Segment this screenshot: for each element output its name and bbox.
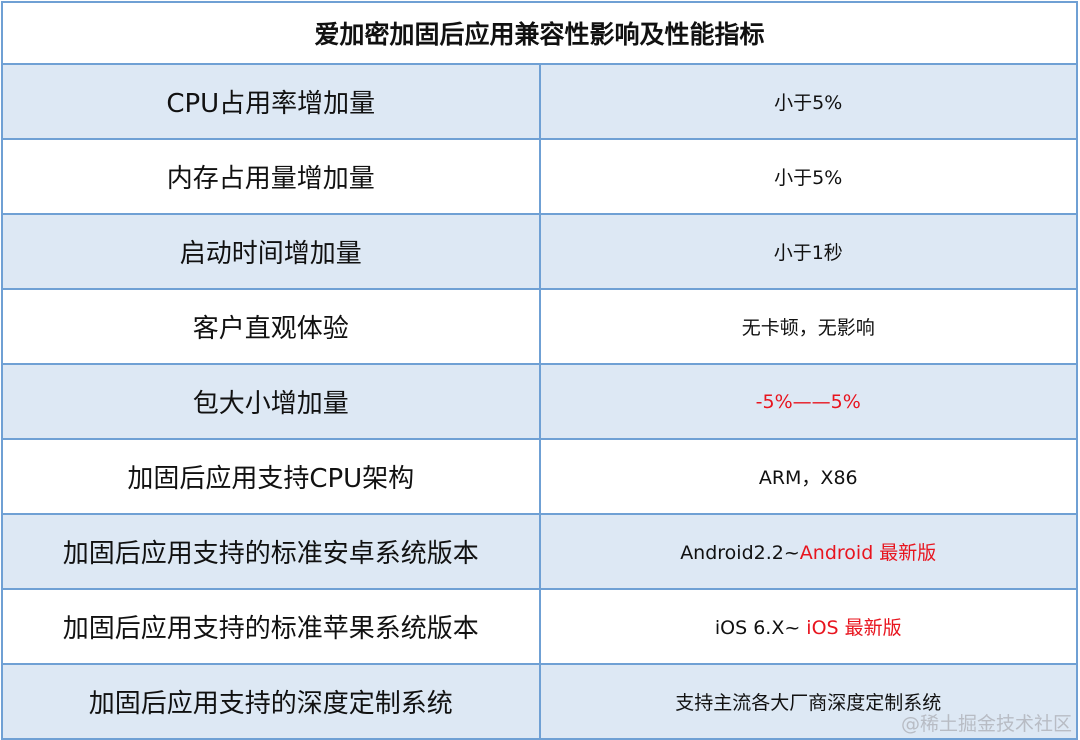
- value-segment: 小于5%: [774, 167, 843, 189]
- value-segment: ARM，X86: [758, 467, 858, 489]
- value-segment: iOS 6.X~: [714, 617, 807, 639]
- table-row: CPU占用率增加量 小于5%: [1, 63, 1078, 140]
- table-row: 加固后应用支持的标准安卓系统版本 Android2.2~Android 最新版: [1, 513, 1078, 590]
- value-segment: 无卡顿，无影响: [741, 317, 875, 339]
- metric-label: 内存占用量增加量: [1, 138, 541, 215]
- metric-value: iOS 6.X~ iOS 最新版: [538, 588, 1078, 665]
- metric-value: 无卡顿，无影响: [538, 288, 1078, 365]
- metric-label: 加固后应用支持CPU架构: [1, 438, 541, 515]
- metric-label: CPU占用率增加量: [1, 63, 541, 140]
- value-segment: Android 最新版: [799, 542, 937, 564]
- table-row: 客户直观体验 无卡顿，无影响: [1, 288, 1078, 365]
- metric-label: 客户直观体验: [1, 288, 541, 365]
- metric-value: 小于5%: [538, 63, 1078, 140]
- metric-label: 加固后应用支持的深度定制系统: [1, 663, 541, 740]
- value-segment: 支持主流各大厂商深度定制系统: [675, 692, 942, 714]
- value-segment: Android2.2~: [680, 542, 800, 564]
- value-segment: -5%——5%: [755, 390, 861, 413]
- value-segment: 小于1秒: [773, 242, 843, 264]
- table-title: 爱加密加固后应用兼容性影响及性能指标: [1, 1, 1078, 65]
- table-row: 启动时间增加量 小于1秒: [1, 213, 1078, 290]
- metric-value: 小于1秒: [538, 213, 1078, 290]
- metric-label: 加固后应用支持的标准苹果系统版本: [1, 588, 541, 665]
- metric-label: 包大小增加量: [1, 363, 541, 440]
- metric-value: ARM，X86: [538, 438, 1078, 515]
- metric-label: 启动时间增加量: [1, 213, 541, 290]
- metric-label: 加固后应用支持的标准安卓系统版本: [1, 513, 541, 590]
- metric-value: -5%——5%: [538, 363, 1078, 440]
- watermark: @稀土掘金技术社区: [900, 713, 1072, 735]
- value-segment: 小于5%: [774, 92, 843, 114]
- value-segment: iOS 最新版: [806, 617, 902, 639]
- table-row: 加固后应用支持的深度定制系统 支持主流各大厂商深度定制系统: [1, 663, 1078, 740]
- table-row: 包大小增加量 -5%——5%: [1, 363, 1078, 440]
- table-row: 加固后应用支持的标准苹果系统版本 iOS 6.X~ iOS 最新版: [1, 588, 1078, 665]
- table-row: 加固后应用支持CPU架构 ARM，X86: [1, 438, 1078, 515]
- table-row: 内存占用量增加量 小于5%: [1, 138, 1078, 215]
- metric-value: 支持主流各大厂商深度定制系统: [538, 663, 1078, 740]
- title-row: 爱加密加固后应用兼容性影响及性能指标: [1, 1, 1078, 65]
- metric-value: Android2.2~Android 最新版: [538, 513, 1078, 590]
- metric-value: 小于5%: [538, 138, 1078, 215]
